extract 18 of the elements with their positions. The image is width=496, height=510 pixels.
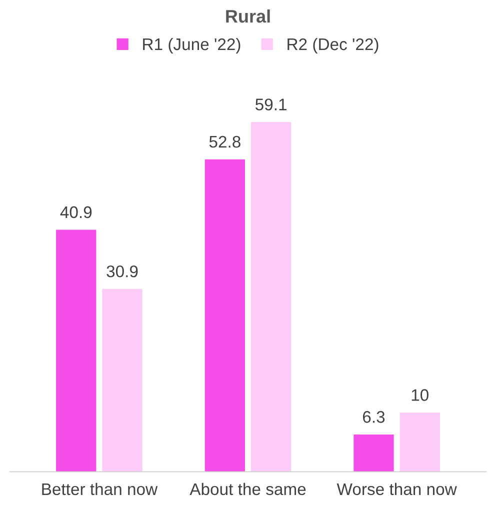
legend-label: R2 (Dec '22) xyxy=(288,38,378,54)
bar xyxy=(354,434,394,472)
data-label: 52.8 xyxy=(209,136,240,148)
data-label: 30.9 xyxy=(106,265,138,278)
x-tick-label: Better than now xyxy=(42,482,158,496)
bar xyxy=(400,412,440,472)
bar xyxy=(204,159,246,472)
data-label: 10 xyxy=(412,389,428,401)
legend-label: R1 (June '22) xyxy=(143,38,240,54)
x-tick-label: About the same xyxy=(190,482,306,496)
data-label: 59.1 xyxy=(256,98,286,110)
data-label: 6.3 xyxy=(363,411,385,423)
data-label: 40.9 xyxy=(60,206,92,218)
x-tick-label: Worse than now xyxy=(336,482,457,496)
chart-title: Rural xyxy=(226,9,270,23)
bar xyxy=(250,122,292,472)
bar xyxy=(56,230,96,472)
bar xyxy=(102,288,142,472)
